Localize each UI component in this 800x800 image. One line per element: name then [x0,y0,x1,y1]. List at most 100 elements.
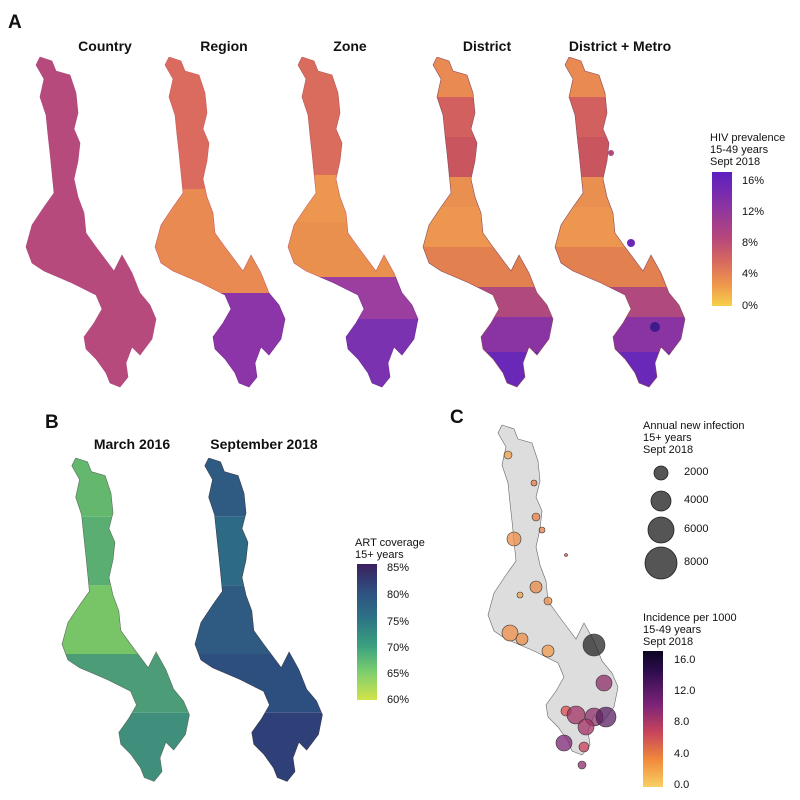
prevalence-tick: 4% [742,268,758,280]
country-outline [25,56,157,388]
prevalence-colorbar [712,172,732,306]
art-2018-band [214,516,249,586]
prevalence-legend-title: HIV prevalence 15-49 years Sept 2018 [710,132,786,168]
incidence-bubble [516,591,524,599]
zone-4 [319,277,419,319]
art-2018-band [198,654,322,713]
region-south [212,293,286,388]
district-band [422,207,494,247]
incidence-bubble [543,596,553,606]
lake-island [515,175,519,179]
district-band [436,97,476,137]
incidence-bubble [531,512,541,522]
district-band [422,247,535,287]
zone-2 [295,175,348,222]
prevalence-tick: 8% [742,237,758,249]
incidence-bubble [541,644,555,658]
art-2016-band [118,712,190,782]
bubble-size-label: 6000 [684,523,709,535]
metro-lilongwe [627,239,635,247]
art-2016-band [81,516,116,586]
bubble-size-label: 4000 [684,494,709,506]
lake-island [118,175,122,179]
incidence-bubble [501,624,519,642]
metro-mzuzu [608,150,614,156]
incidence-tick: 16.0 [674,654,696,666]
district-band [608,287,685,317]
lake-island [380,175,384,179]
incidence-bubble [595,674,613,692]
incidence-bubble [577,718,595,736]
panel-b-label: B [45,412,59,433]
district-band [568,97,608,137]
district-band [564,57,606,97]
panel-a-label: A [8,12,22,33]
art-tick: 75% [387,616,410,628]
zone-5 [345,319,419,388]
incidence-bubble [515,632,529,646]
district-band [554,247,667,287]
incidence-tick: 4.0 [674,748,690,760]
art-2016-band [61,585,158,655]
map-title-zone: Zone [333,38,367,54]
zone-1 [297,57,343,175]
prevalence-tick: 12% [742,206,765,218]
prevalence-tick: 0% [742,300,758,312]
district-band [612,317,686,352]
map-title-region: Region [200,38,248,54]
new-infection-legend-title: Annual new infection 15+ years Sept 2018 [643,420,745,456]
art-tick: 65% [387,668,410,680]
district-band [572,177,612,207]
size-legend-circle [650,490,672,512]
art-tick: 85% [387,562,410,574]
bubble-size-label: 2000 [684,466,709,478]
size-legend-circle [647,516,675,544]
district-band [554,207,626,247]
incidence-bubble [582,633,606,657]
lake-island [285,574,289,578]
district-band [440,177,480,207]
incidence-legend-title: Incidence per 1000 15-49 years Sept 2018 [643,612,737,648]
map-title-september-2018: September 2018 [210,436,318,452]
district-band [444,137,478,177]
metro-blantyre [650,322,660,332]
district-band [480,317,554,352]
bubble-size-label: 8000 [684,556,709,568]
incidence-tick: 0.0 [674,779,690,791]
map-title-country: Country [78,38,132,54]
art-tick: 60% [387,694,410,706]
map-title-district: District [462,38,512,54]
art-legend-title: ART coverage 15+ years [355,537,425,561]
lake-island [247,175,251,179]
art-2018-band [194,585,291,655]
incidence-bubble [530,479,538,487]
region-north [164,57,210,189]
lake-island [647,175,651,179]
art-2016-band [71,458,114,517]
incidence-bubble [577,760,587,770]
district-band [485,352,540,388]
district-band [576,137,610,177]
incidence-bubble [595,706,617,728]
art-2018-band [251,712,323,782]
size-legend-circle [644,546,678,580]
region-central [154,189,270,293]
incidence-bubble [564,553,568,557]
incidence-bubble [555,734,573,752]
lake-island [152,574,156,578]
art-colorbar [357,564,377,700]
incidence-tick: 12.0 [674,685,696,697]
incidence-bubble [538,526,546,534]
map-title-district-metro: District + Metro [568,38,672,54]
country-outline [487,424,619,756]
art-2016-band [65,654,189,713]
art-tick: 70% [387,642,410,654]
incidence-bubble [503,450,513,460]
district-band [617,352,672,388]
district-band [476,287,553,317]
incidence-bubble [506,531,522,547]
size-legend-circle [653,465,669,481]
incidence-colorbar [643,651,663,787]
incidence-bubble [529,580,543,594]
